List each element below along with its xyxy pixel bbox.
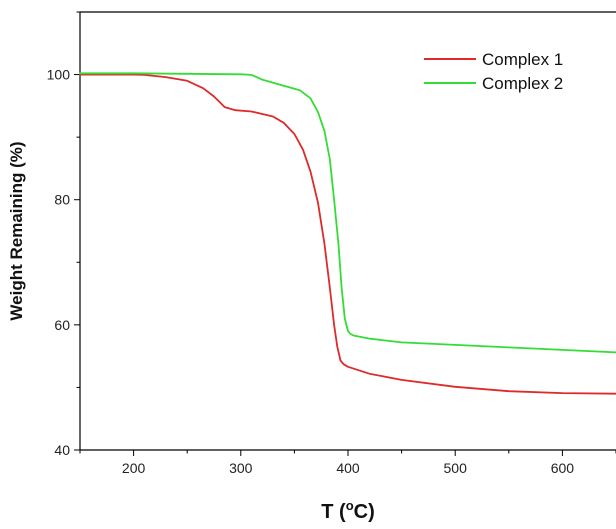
x-tick-label: 200 — [122, 460, 146, 476]
x-axis-title-main: T ( — [321, 501, 346, 523]
x-axis-title: T (oC) — [321, 498, 375, 523]
y-tick-label: 80 — [54, 192, 70, 208]
y-tick-label: 100 — [47, 67, 71, 83]
y-tick-label: 60 — [54, 317, 70, 333]
x-tick-label: 500 — [444, 460, 468, 476]
x-axis-title-end: C) — [354, 501, 375, 523]
legend: Complex 1 Complex 2 — [424, 50, 563, 93]
legend-label-1: Complex 1 — [482, 50, 563, 69]
x-tick-label: 600 — [551, 460, 575, 476]
x-tick-label: 400 — [336, 460, 360, 476]
y-axis-title: Weight Remaining (%) — [7, 141, 26, 320]
series-line-1 — [79, 73, 616, 395]
x-tick-label: 300 — [229, 460, 253, 476]
legend-label-2: Complex 2 — [482, 74, 563, 93]
x-axis-title-superscript: o — [346, 498, 354, 513]
y-tick-label: 40 — [54, 442, 70, 458]
series-line-2 — [79, 72, 616, 354]
